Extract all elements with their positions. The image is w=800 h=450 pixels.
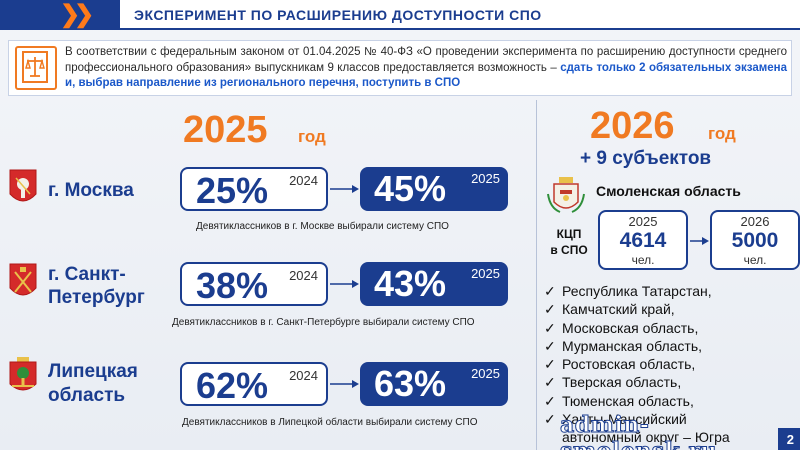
kcp-year: 2026 [740, 214, 770, 229]
law-scales-icon [15, 46, 57, 90]
stat-value: 38% [196, 265, 269, 306]
stat-box-lipetsk-2025: 63% 2025 [360, 362, 508, 406]
checkmark-icon: ✓ [544, 374, 556, 391]
list-item: ✓ Республика Татарстан, [544, 283, 712, 299]
stat-year: 2025 [471, 266, 500, 281]
caption-lipetsk: Девятиклассников в Липецкой области выби… [182, 417, 478, 428]
region-name-moscow: г. Москва [48, 180, 134, 201]
year-2026: 2026 [590, 105, 675, 147]
stat-year: 2025 [471, 366, 500, 381]
stat-value: 25% [196, 170, 269, 211]
saint-petersburg-emblem-icon [8, 262, 38, 302]
kcp-unit: чел. [631, 253, 655, 267]
header: ❯❯ ЭКСПЕРИМЕНТ ПО РАСШИРЕНИЮ ДОСТУПНОСТИ… [0, 0, 800, 30]
region-name-spb-line2: Петербург [48, 287, 145, 308]
stat-value: 45% [374, 168, 447, 209]
caption-moscow: Девятиклассников в г. Москве выбирали си… [196, 221, 449, 232]
checkmark-icon: ✓ [544, 319, 556, 336]
checkmark-icon: ✓ [544, 283, 556, 299]
kcp-box-2026: 2026 5000 чел. [710, 210, 800, 270]
header-bar [120, 0, 800, 30]
page-number: 2 [786, 432, 794, 447]
intro-body: В соответствии с федеральным законом от … [65, 46, 787, 74]
kcp-unit: чел. [743, 253, 767, 267]
header-accent [0, 0, 120, 30]
lipetsk-emblem-icon [8, 356, 38, 396]
list-item: ✓ Московская область, [544, 319, 699, 336]
page-number-badge [778, 428, 800, 450]
arrow-right-icon [330, 185, 359, 193]
arrow-right-icon [690, 237, 709, 245]
kcp-label-line1: КЦП [556, 227, 582, 241]
stat-box-lipetsk-2024: 62% 2024 [180, 362, 328, 406]
smolensk-region-name: Смоленская область [596, 183, 741, 199]
list-item: ✓ Ростовская область, [544, 356, 696, 373]
double-chevron-icon: ❯❯ [60, 1, 94, 28]
region-name-lipetsk-line2: область [48, 385, 126, 406]
intro-panel: В соответствии с федеральным законом от … [8, 40, 792, 96]
watermark: admin-smolensk.ru [560, 412, 718, 450]
arrow-right-icon [330, 280, 359, 288]
subjects-list: ✓ Республика Татарстан, ✓ Камчатский край,… [544, 282, 794, 447]
stat-year: 2024 [289, 268, 318, 283]
stat-year: 2025 [471, 171, 500, 186]
intro-text: В соответствии с федеральным законом от … [65, 45, 787, 92]
list-item: ✓ Тверская область, [544, 374, 682, 391]
list-item: ✓ Тюменская область, [544, 392, 694, 409]
smolensk-emblem-icon [546, 176, 586, 216]
list-item: ✓ Мурманская область, [544, 337, 703, 354]
page-title: ЭКСПЕРИМЕНТ ПО РАСШИРЕНИЮ ДОСТУПНОСТИ СП… [134, 7, 542, 23]
stat-value: 62% [196, 365, 269, 406]
intro-highlight: сдать только 2 обязательных экзамена и, … [65, 61, 787, 90]
kcp-label-line2: в СПО [550, 243, 588, 257]
kcp-value: 5000 [731, 229, 779, 252]
kcp-label: КЦП в СПО [544, 226, 594, 258]
plus-subjects: + 9 субъектов [580, 148, 712, 169]
stat-value: 43% [374, 263, 447, 304]
kcp-value: 4614 [619, 229, 667, 252]
list-item-continuation: автономный округ – Югра [562, 429, 730, 446]
region-name-lipetsk-line1: Липецкая [48, 361, 138, 382]
list-item: ✓ Камчатский край, [544, 301, 675, 318]
arrow-right-icon [330, 380, 359, 388]
stat-value: 63% [374, 363, 447, 404]
stat-box-moscow-2025: 45% 2025 [360, 167, 508, 211]
stat-box-spb-2024: 38% 2024 [180, 262, 328, 306]
caption-spb: Девятиклассников в г. Санкт-Петербурге в… [172, 317, 475, 328]
stat-box-moscow-2024: 25% 2024 [180, 167, 328, 211]
checkmark-icon: ✓ [544, 411, 556, 428]
stat-year: 2024 [289, 173, 318, 188]
year-2026-suffix: год [708, 124, 736, 143]
checkmark-icon: ✓ [544, 356, 556, 373]
column-divider [536, 100, 537, 450]
moscow-emblem-icon [8, 168, 38, 208]
stat-year: 2024 [289, 368, 318, 383]
kcp-box-2025: 2025 4614 чел. [598, 210, 688, 270]
kcp-year: 2025 [628, 214, 658, 229]
stat-box-spb-2025: 43% 2025 [360, 262, 508, 306]
region-name-spb-line1: г. Санкт- [48, 264, 126, 285]
checkmark-icon: ✓ [544, 301, 556, 318]
year-2025: 2025 [183, 109, 268, 151]
checkmark-icon: ✓ [544, 392, 556, 409]
checkmark-icon: ✓ [544, 337, 556, 354]
list-item: ✓ Ханты-Мансийский [544, 411, 687, 428]
year-2025-suffix: год [298, 127, 326, 146]
